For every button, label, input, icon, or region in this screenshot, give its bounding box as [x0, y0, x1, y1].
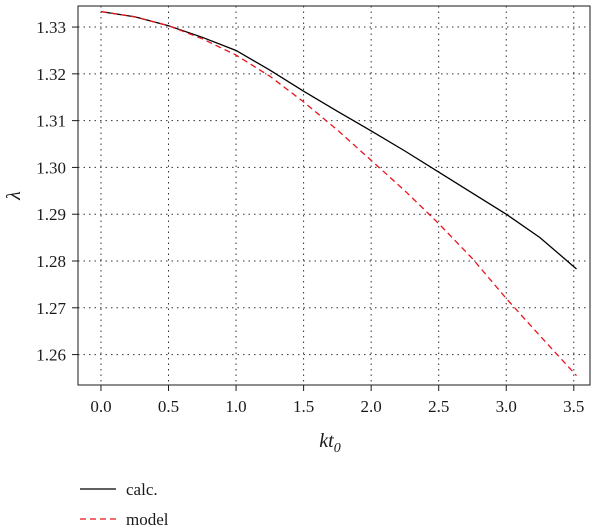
y-axis-label: λ — [3, 191, 25, 201]
y-tick-label: 1.29 — [36, 205, 66, 224]
x-axis-label-subscript: 0 — [334, 441, 341, 456]
series-line-calc — [100, 10, 577, 270]
x-axis-label-main: kt — [319, 430, 334, 452]
grid — [78, 6, 590, 385]
y-tick-label: 1.27 — [36, 299, 66, 318]
legend-label: calc. — [126, 480, 158, 499]
y-tick-label: 1.30 — [36, 158, 66, 177]
legend: calc. model — [80, 480, 169, 529]
y-tick-label: 1.31 — [36, 112, 66, 131]
series-line-model — [100, 10, 577, 377]
y-tick-label: 1.32 — [36, 65, 66, 84]
x-tick-label: 1.0 — [225, 397, 246, 416]
legend-label: model — [126, 510, 169, 529]
x-tick-label: 0.0 — [90, 397, 111, 416]
axis-ticks: 0.0 0.5 1.0 1.5 2.0 2.5 3.0 3.5 1.26 1.27 1.28 1.29… — [36, 18, 584, 416]
x-tick-label: 2.0 — [361, 397, 382, 416]
x-tick-label: 3.5 — [563, 397, 584, 416]
x-tick-label: 0.5 — [158, 397, 179, 416]
x-tick-label: 1.5 — [293, 397, 314, 416]
x-tick-label: 3.0 — [496, 397, 517, 416]
plot-frame — [77, 5, 591, 386]
x-axis-label: kt0 — [319, 430, 340, 456]
y-tick-label: 1.26 — [36, 346, 66, 365]
series-group — [100, 10, 577, 377]
x-tick-label: 2.5 — [428, 397, 449, 416]
y-tick-label: 1.33 — [36, 18, 66, 37]
y-tick-label: 1.28 — [36, 252, 66, 271]
